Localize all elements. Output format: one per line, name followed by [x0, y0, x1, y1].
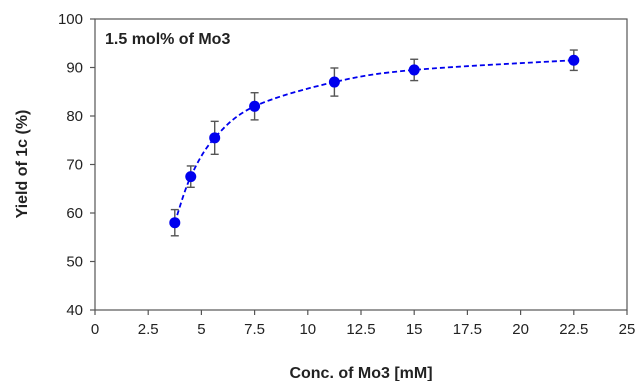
y-tick-label: 40	[66, 302, 83, 319]
x-tick-label: 0	[91, 321, 99, 338]
data-point	[568, 54, 580, 66]
x-tick-label: 2.5	[138, 321, 159, 338]
y-tick-label: 90	[66, 60, 83, 77]
x-axis: 0 2.5 5 7.5 10 12.5 15 17.5 20 22.5 25	[91, 310, 636, 338]
error-bars	[170, 49, 578, 237]
y-axis: 40 50 60 70 80 90 100	[58, 11, 95, 319]
x-tick-label: 22.5	[559, 321, 588, 338]
data-points	[169, 54, 580, 229]
x-tick-label: 12.5	[346, 321, 375, 338]
y-axis-title: Yield of 1c (%)	[14, 110, 31, 219]
data-point	[408, 64, 420, 76]
x-tick-label: 7.5	[244, 321, 265, 338]
x-tick-label: 25	[619, 321, 636, 338]
chart-annotation: 1.5 mol% of Mo3	[105, 31, 230, 48]
data-point	[209, 132, 221, 144]
x-tick-label: 20	[512, 321, 529, 338]
x-tick-label: 17.5	[453, 321, 482, 338]
data-point	[169, 217, 181, 229]
x-axis-title: Conc. of Mo3 [mM]	[289, 365, 432, 381]
x-tick-label: 15	[406, 321, 423, 338]
y-tick-label: 60	[66, 205, 83, 222]
data-point	[249, 100, 261, 112]
x-tick-label: 10	[299, 321, 316, 338]
plot-area	[94, 18, 628, 311]
data-point	[328, 76, 340, 88]
data-point	[185, 171, 197, 183]
x-tick-label: 5	[197, 321, 205, 338]
y-tick-label: 50	[66, 254, 83, 271]
y-tick-label: 100	[58, 11, 83, 28]
y-tick-label: 80	[66, 108, 83, 125]
y-tick-label: 70	[66, 157, 83, 174]
